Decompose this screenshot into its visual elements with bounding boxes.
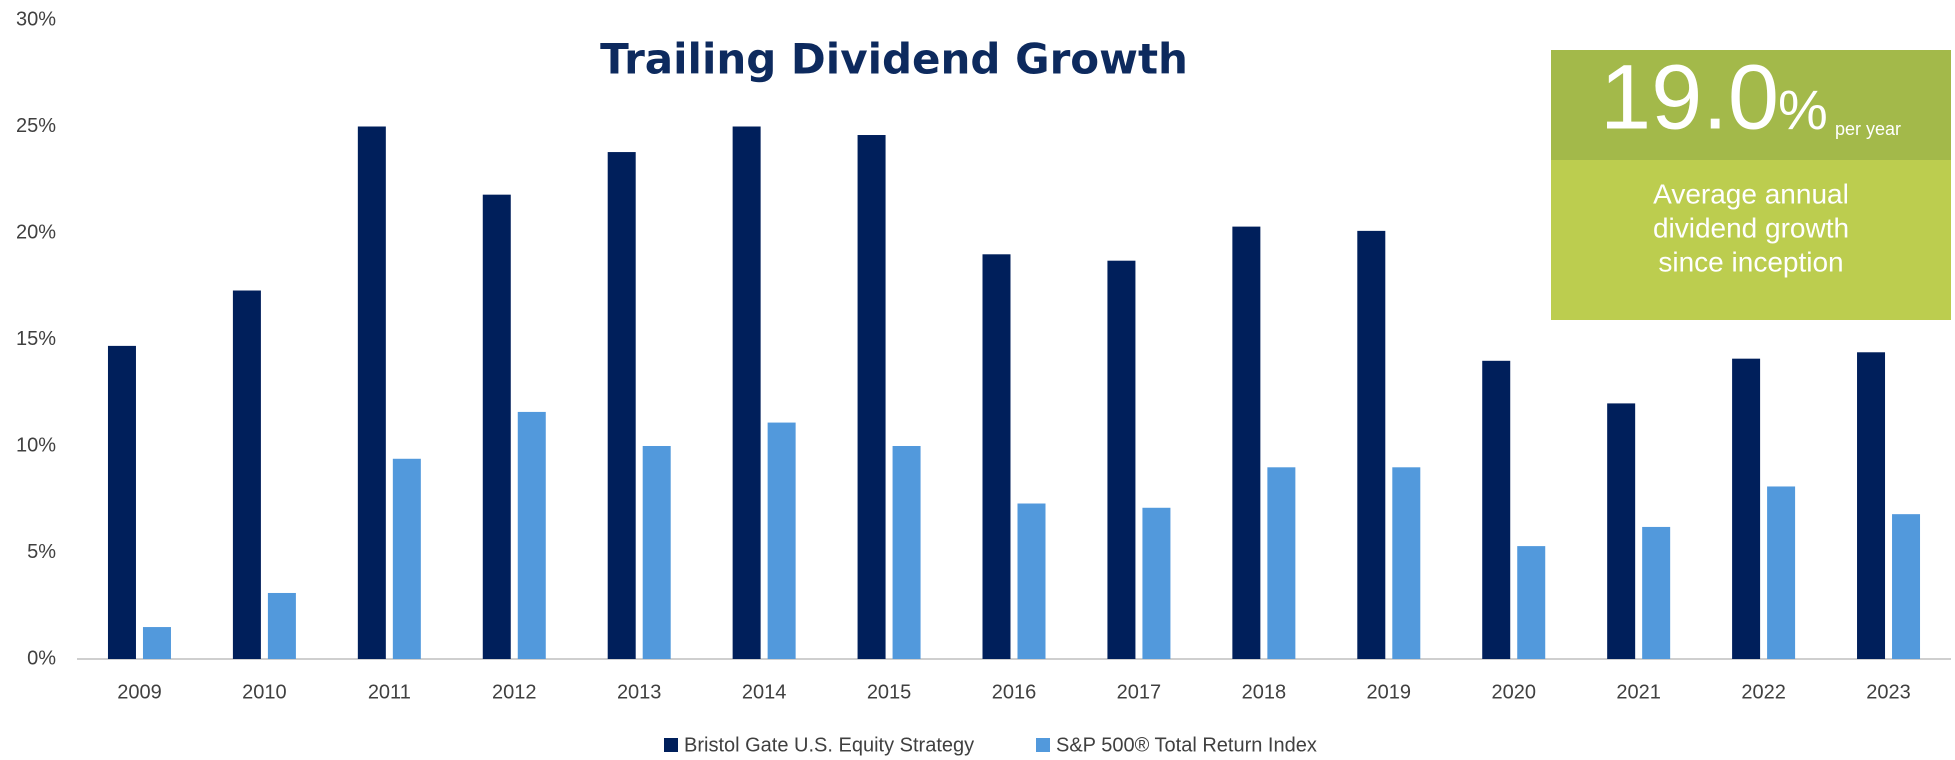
- x-tick-label: 2020: [1491, 681, 1536, 703]
- callout-unit: %: [1778, 78, 1828, 141]
- bar: [142, 627, 171, 659]
- callout-top: [1551, 50, 1951, 160]
- bar: [482, 194, 511, 659]
- bar: [1892, 514, 1921, 659]
- bar: [1142, 507, 1171, 659]
- x-tick-label: 2021: [1616, 681, 1661, 703]
- callout: 19.0 % per year Average annual dividend …: [1551, 46, 1951, 320]
- bar: [1857, 352, 1886, 659]
- bar: [1607, 403, 1636, 659]
- bar: [982, 254, 1011, 660]
- x-tick-label: 2022: [1741, 681, 1786, 703]
- x-tick-label: 2016: [992, 681, 1037, 703]
- bar: [107, 345, 136, 659]
- y-tick-label: 0%: [27, 647, 56, 669]
- y-tick-label: 30%: [16, 8, 56, 30]
- chart-title: Trailing Dividend Growth: [600, 35, 1188, 84]
- x-tick-label: 2009: [117, 681, 162, 703]
- y-tick-label: 5%: [27, 541, 56, 563]
- bar: [732, 126, 761, 659]
- bar: [1267, 467, 1296, 659]
- x-tick-label: 2014: [742, 681, 787, 703]
- bar: [1017, 503, 1046, 659]
- x-tick-label: 2012: [492, 681, 537, 703]
- bar: [267, 592, 296, 659]
- bar: [1392, 467, 1421, 659]
- y-tick-label: 20%: [16, 221, 56, 243]
- callout-bottom: [1551, 160, 1951, 320]
- x-tick-label: 2011: [368, 681, 411, 703]
- bar: [767, 422, 796, 659]
- y-tick-label: 10%: [16, 434, 56, 456]
- x-tick-label: 2010: [242, 681, 287, 703]
- x-tick-label: 2018: [1242, 681, 1287, 703]
- bar: [1107, 260, 1136, 659]
- bar: [1517, 546, 1546, 659]
- x-tick-label: 2017: [1117, 681, 1162, 703]
- bar: [1232, 226, 1261, 660]
- x-tick-label: 2023: [1866, 681, 1911, 703]
- bar: [1642, 526, 1671, 659]
- y-tick-label: 25%: [16, 115, 56, 137]
- bar: [1767, 486, 1796, 659]
- bar: [232, 290, 261, 659]
- legend-swatch: [664, 738, 678, 752]
- x-tick-label: 2019: [1367, 681, 1412, 703]
- bar: [1732, 358, 1761, 659]
- bar: [517, 411, 546, 659]
- legend-label: S&P 500® Total Return Index: [1056, 734, 1317, 756]
- bar: [642, 446, 671, 659]
- bar: [857, 135, 886, 659]
- callout-value: 19.0: [1600, 46, 1779, 148]
- callout-text: since inception: [1658, 246, 1843, 277]
- x-tick-label: 2013: [617, 681, 662, 703]
- legend-label: Bristol Gate U.S. Equity Strategy: [684, 734, 974, 756]
- bar: [607, 152, 636, 659]
- callout-suffix: per year: [1835, 119, 1901, 139]
- callout-text: Average annual: [1653, 178, 1849, 209]
- bar: [1357, 230, 1386, 659]
- callout-text: dividend growth: [1653, 212, 1849, 243]
- y-tick-label: 15%: [16, 328, 56, 350]
- bar: [392, 458, 421, 659]
- legend-swatch: [1036, 738, 1050, 752]
- bar: [357, 126, 386, 659]
- bar: [892, 446, 921, 659]
- x-tick-label: 2015: [867, 681, 912, 703]
- bar: [1482, 360, 1511, 659]
